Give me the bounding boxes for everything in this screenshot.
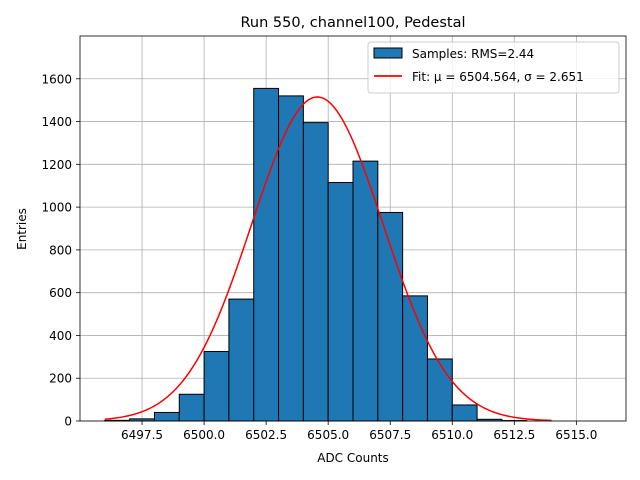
x-tick-label-5: 6510.0 [431, 428, 473, 442]
histogram-bar-3 [178, 393, 205, 422]
y-tick-label-1: 200 [49, 372, 72, 386]
y-axis-label: Entries [15, 208, 29, 250]
histogram-bar-9 [327, 182, 354, 422]
y-tick-label-3: 600 [49, 286, 72, 300]
histogram-bar-6 [253, 87, 280, 422]
legend-samples-swatch [373, 47, 403, 59]
x-tick-label-6: 6512.5 [493, 428, 535, 442]
x-tick-label-4: 6507.5 [369, 428, 411, 442]
histogram-bar-4 [203, 350, 230, 422]
y-tick-label-7: 1400 [41, 115, 72, 129]
y-tick-label-0: 0 [64, 415, 72, 429]
histogram-bar-7 [278, 95, 304, 422]
x-axis-label: ADC Counts [317, 451, 389, 465]
histogram-bar-10 [352, 160, 379, 422]
x-tick-label-2: 6502.5 [245, 428, 287, 442]
histogram-bar-5 [228, 298, 255, 422]
x-tick-label-1: 6500.0 [183, 428, 225, 442]
histogram-bar-2 [153, 411, 180, 422]
x-tick-label-7: 6515.0 [555, 428, 597, 442]
y-tick-label-6: 1200 [41, 158, 72, 172]
x-tick-label-0: 6497.5 [121, 428, 163, 442]
x-tick-label-3: 6505.0 [307, 428, 349, 442]
y-tick-label-5: 1000 [41, 201, 72, 215]
histogram-bar-8 [302, 122, 329, 422]
fit-curve [104, 96, 552, 422]
y-axis-ticks: 0 200 400 600 800 1000 1200 1400 1600 [41, 72, 80, 429]
legend-fit-label: Fit: μ = 6504.564, σ = 2.651 [412, 70, 584, 84]
y-tick-label-2: 400 [49, 329, 72, 343]
legend: Samples: RMS=2.44 Fit: μ = 6504.564, σ =… [367, 41, 620, 94]
x-axis-ticks: 6497.5 6500.0 6502.5 6505.0 6507.5 6510.0 6512… [121, 421, 597, 442]
legend-samples-label: Samples: RMS=2.44 [412, 47, 534, 61]
histogram-bar-13 [426, 358, 453, 422]
y-tick-label-8: 1600 [41, 72, 72, 86]
chart-title: Run 550, channel100, Pedestal [240, 15, 465, 31]
y-tick-label-4: 800 [49, 243, 72, 257]
legend-box [367, 41, 620, 94]
histogram-bars [104, 87, 528, 422]
histogram-bar-14 [451, 404, 478, 422]
axes-frame [79, 35, 627, 422]
